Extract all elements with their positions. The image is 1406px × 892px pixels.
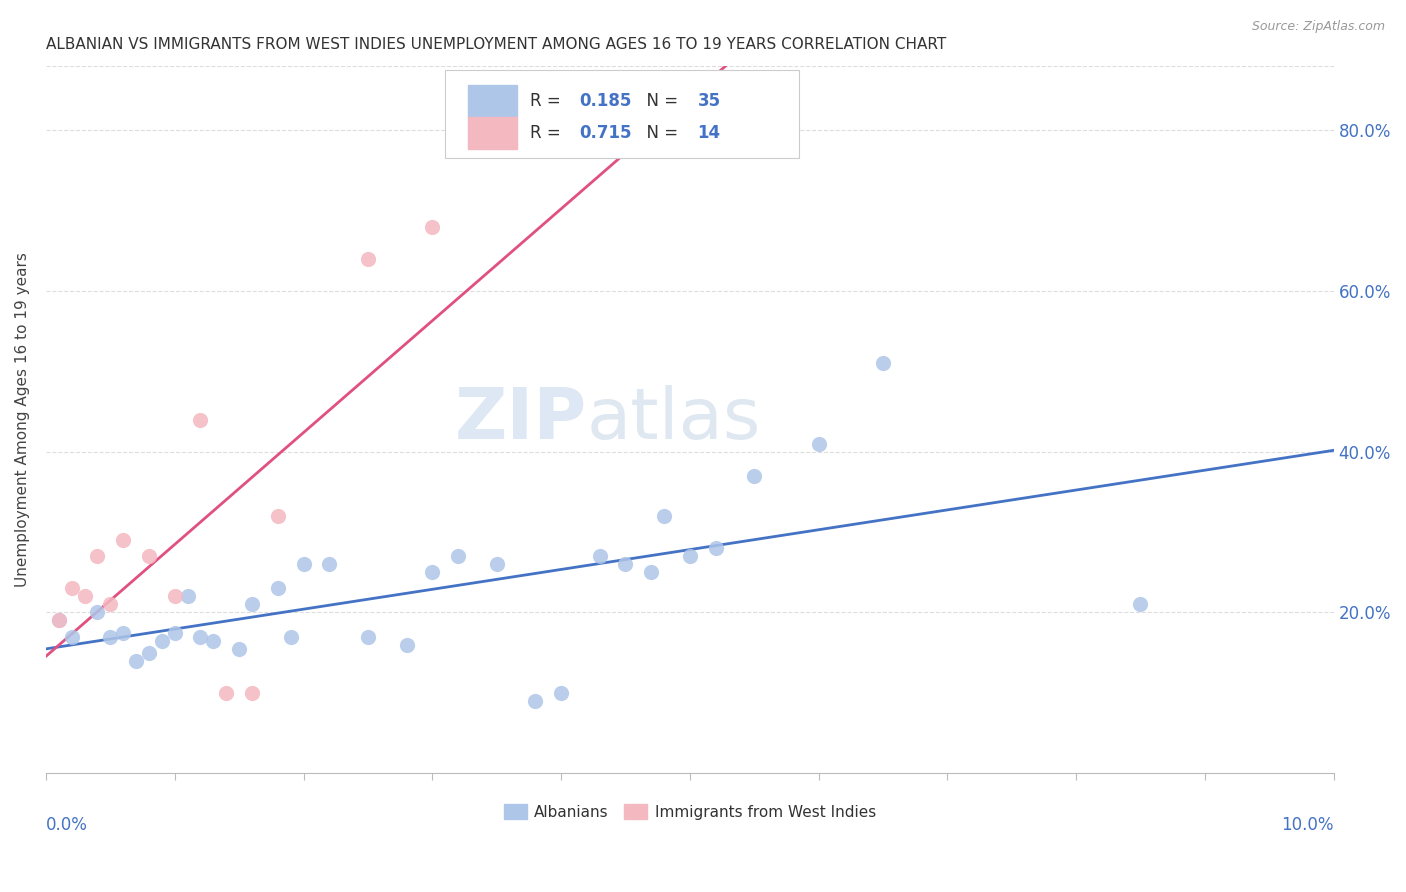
Text: ZIP: ZIP [454,385,586,454]
Point [267,582,290,596]
Point [48,614,70,628]
Text: Source: ZipAtlas.com: Source: ZipAtlas.com [1251,20,1385,33]
Point [589,549,612,564]
Point [742,468,765,483]
Point [524,694,547,708]
Point [267,508,290,523]
Y-axis label: Unemployment Among Ages 16 to 19 years: Unemployment Among Ages 16 to 19 years [15,252,30,587]
Point [138,549,160,564]
Point [138,646,160,660]
Point [872,356,894,370]
Point [125,654,148,668]
Point [357,630,380,644]
Point [807,436,830,450]
Text: N =: N = [636,92,683,110]
Point [48,614,70,628]
Text: atlas: atlas [586,385,761,454]
Point [86,549,108,564]
Point [292,558,315,572]
Point [1129,598,1152,612]
Point [150,633,173,648]
Point [163,590,186,604]
Point [357,252,380,266]
Point [202,633,225,648]
Point [240,598,263,612]
Point [640,566,662,580]
Point [176,590,198,604]
Text: R =: R = [530,92,567,110]
Point [550,686,572,700]
Text: ALBANIAN VS IMMIGRANTS FROM WEST INDIES UNEMPLOYMENT AMONG AGES 16 TO 19 YEARS C: ALBANIAN VS IMMIGRANTS FROM WEST INDIES … [46,37,946,53]
FancyBboxPatch shape [468,118,517,149]
Point [395,638,418,652]
Legend: Albanians, Immigrants from West Indies: Albanians, Immigrants from West Indies [498,797,882,826]
Point [98,630,121,644]
Point [240,686,263,700]
Point [420,566,443,580]
Point [318,558,340,572]
Text: 0.185: 0.185 [579,92,631,110]
Point [98,598,121,612]
Point [447,549,470,564]
Point [228,641,250,656]
Point [679,549,702,564]
Text: 0.715: 0.715 [579,124,631,142]
Point [215,686,238,700]
Point [190,630,212,644]
Text: 10.0%: 10.0% [1281,815,1334,834]
Point [60,630,83,644]
Point [112,533,135,548]
Text: N =: N = [636,124,683,142]
Point [614,558,637,572]
FancyBboxPatch shape [446,70,799,158]
FancyBboxPatch shape [468,85,517,117]
Text: R =: R = [530,124,567,142]
Point [112,625,135,640]
Point [73,590,96,604]
Point [86,606,108,620]
Point [704,541,727,556]
Text: 35: 35 [697,92,721,110]
Point [163,625,186,640]
Text: 0.0%: 0.0% [46,815,87,834]
Point [652,508,675,523]
Point [485,558,508,572]
Point [190,412,212,426]
Point [60,582,83,596]
Text: 14: 14 [697,124,721,142]
Point [280,630,302,644]
Point [420,219,443,234]
